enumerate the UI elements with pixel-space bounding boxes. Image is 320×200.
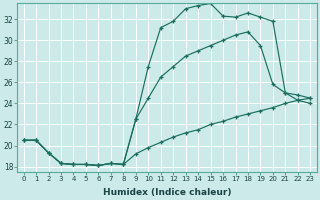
X-axis label: Humidex (Indice chaleur): Humidex (Indice chaleur) — [103, 188, 231, 197]
